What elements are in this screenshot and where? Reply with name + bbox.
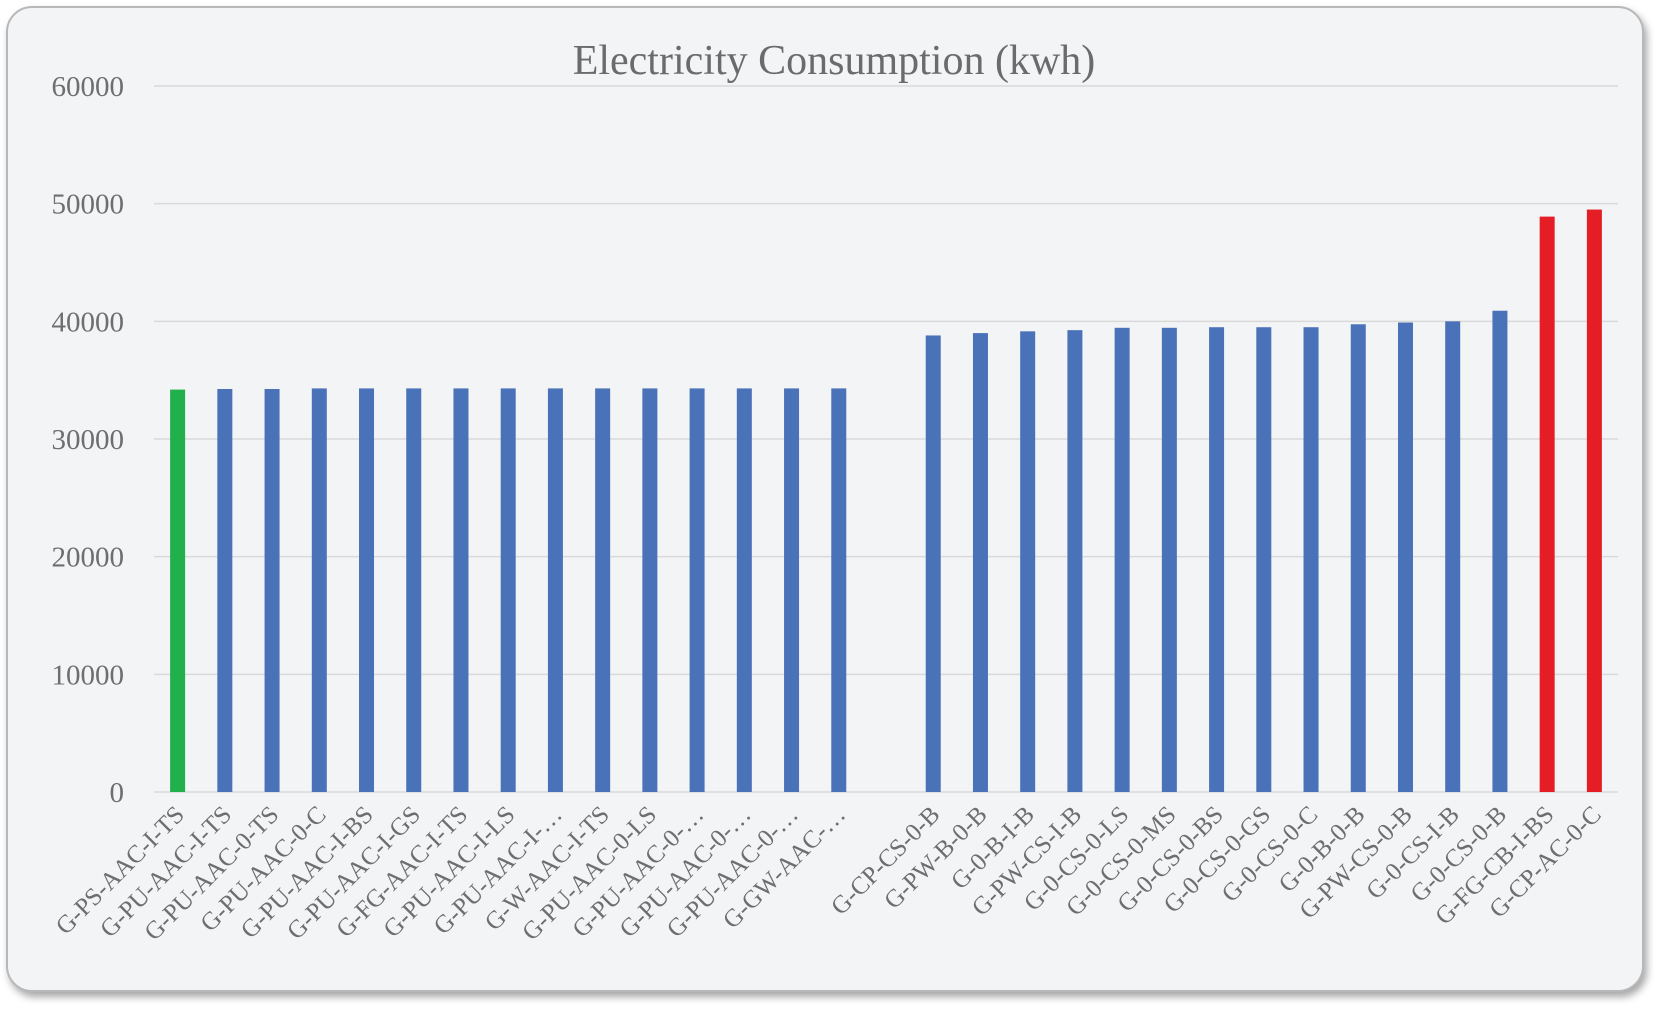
bar-G-FG-CB-I-BS [1539, 216, 1555, 793]
bar-G-PW-CS-0-B [1397, 322, 1413, 792]
bar-G-CP-AC-0-C [1586, 209, 1602, 793]
bar-G-PU-AAC-I-… [547, 388, 563, 792]
bar-G-0-CS-0-MS [1161, 327, 1177, 792]
bar-G-0-CS-0-GS [1256, 327, 1272, 792]
bar-G-0-B-0-B [1350, 324, 1366, 792]
bar-G-W-AAC-I-TS [595, 388, 611, 792]
bar-G-PU-AAC-0-… [689, 388, 705, 792]
bar-G-PU-AAC-I-TS [217, 388, 233, 792]
bar-G-PU-AAC-I-LS [500, 388, 516, 792]
bar-G-CP-CS-0-B [925, 335, 941, 792]
bar-G-0-CS-I-B [1445, 321, 1461, 792]
bar-G-0-CS-0-BS [1209, 327, 1225, 792]
bar-G-PU-AAC-0-TS [264, 388, 280, 792]
bar-G-0-CS-0-B [1492, 310, 1508, 792]
bars [170, 209, 1602, 793]
bar-G-PU-AAC-0-… [784, 388, 800, 792]
x-axis-ticks: G-PS-AAC-I-TSG-PU-AAC-I-TSG-PU-AAC-0-TSG… [51, 801, 1607, 946]
chart-title: Electricity Consumption (kwh) [573, 38, 1096, 84]
bar-G-0-B-I-B [1020, 331, 1036, 792]
bar-G-PU-AAC-0-LS [642, 388, 658, 792]
bar-G-0-CS-0-LS [1114, 327, 1130, 792]
bar-G-PU-AAC-I-BS [359, 388, 375, 792]
y-tick-label: 20000 [52, 542, 125, 574]
bar-G-0-CS-0-C [1303, 327, 1319, 792]
bar-G-PS-AAC-I-TS [170, 389, 186, 792]
bar-G-PU-AAC-0-… [736, 388, 752, 792]
y-tick-label: 30000 [52, 424, 125, 456]
y-tick-label: 50000 [52, 189, 125, 221]
y-tick-label: 60000 [52, 71, 125, 103]
gridlines [154, 85, 1618, 793]
bar-G-PW-CS-I-B [1067, 330, 1083, 792]
y-tick-label: 40000 [52, 306, 125, 338]
y-tick-label: 0 [110, 777, 125, 809]
bar-G-PW-B-0-B [972, 333, 988, 792]
bar-G-GW-AAC-… [831, 388, 847, 792]
y-tick-label: 10000 [52, 659, 125, 691]
bar-G-FG-AAC-I-TS [453, 388, 469, 792]
bar-G-PU-AAC-I-GS [406, 388, 422, 792]
bar-G-PU-AAC-0-C [311, 388, 327, 792]
y-axis-ticks: 0 10000 20000 30000 40000 50000 60000 [52, 71, 125, 809]
